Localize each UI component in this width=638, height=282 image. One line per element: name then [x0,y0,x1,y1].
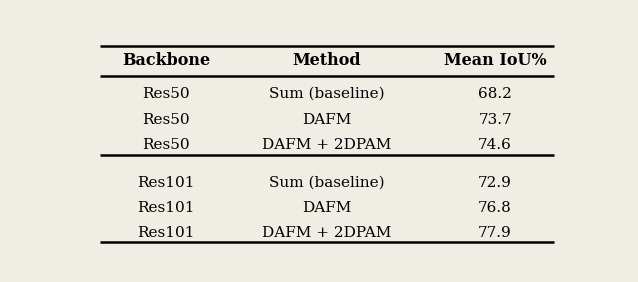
Text: 77.9: 77.9 [478,226,512,239]
Text: Res101: Res101 [138,201,195,215]
Text: 68.2: 68.2 [478,87,512,101]
Text: Method: Method [293,52,361,69]
Text: DAFM: DAFM [302,201,352,215]
Text: DAFM + 2DPAM: DAFM + 2DPAM [262,138,392,152]
Text: 76.8: 76.8 [478,201,512,215]
Text: Res50: Res50 [142,138,190,152]
Text: Res101: Res101 [138,176,195,190]
Text: Res50: Res50 [142,113,190,127]
Text: DAFM: DAFM [302,113,352,127]
Text: 73.7: 73.7 [478,113,512,127]
Text: Res50: Res50 [142,87,190,101]
Text: 72.9: 72.9 [478,176,512,190]
Text: Mean IoU%: Mean IoU% [444,52,546,69]
Text: 74.6: 74.6 [478,138,512,152]
Text: Sum (baseline): Sum (baseline) [269,87,385,101]
Text: Backbone: Backbone [122,52,211,69]
Text: Res101: Res101 [138,226,195,239]
Text: Sum (baseline): Sum (baseline) [269,176,385,190]
Text: DAFM + 2DPAM: DAFM + 2DPAM [262,226,392,239]
